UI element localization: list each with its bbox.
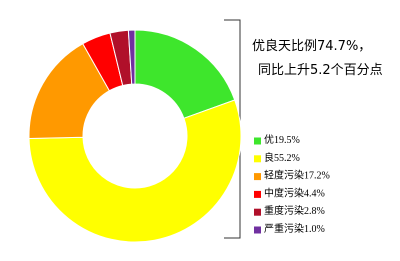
donut-slice	[127, 29, 136, 85]
annotation: 同比上升5.2个百分点	[258, 63, 383, 78]
legend-category: 轻度污染	[264, 169, 304, 182]
legend-category: 重度污染	[264, 204, 304, 217]
legend-swatch	[254, 226, 261, 234]
legend-category: 优	[264, 133, 274, 146]
legend-value: 2.8%	[304, 206, 325, 217]
legend-label: 重度污染2.8%	[264, 204, 325, 217]
legend-label: 轻度污染17.2%	[264, 169, 330, 182]
donut-slice	[134, 29, 236, 119]
legend-value: 1.0%	[304, 224, 325, 235]
legend-label: 中度污染4.4%	[264, 187, 325, 200]
legend-category: 严重污染	[264, 222, 304, 235]
legend-value: 17.2%	[304, 171, 330, 182]
legend-category: 良	[264, 151, 274, 164]
legend-swatch	[254, 155, 261, 163]
legend-value: 55.2%	[274, 153, 300, 164]
donut-slice	[28, 99, 242, 243]
legend-swatch	[254, 137, 261, 145]
legend-label: 良55.2%	[264, 151, 300, 164]
legend-swatch	[254, 190, 261, 198]
legend-value: 19.5%	[274, 135, 300, 146]
annotation: 优良天比例74.7%，	[252, 38, 371, 54]
legend-label: 严重污染1.0%	[264, 222, 325, 235]
legend-swatch	[254, 208, 261, 216]
legend-value: 4.4%	[304, 189, 325, 200]
legend-label: 优19.5%	[264, 133, 300, 146]
legend-swatch	[254, 173, 261, 181]
legend-category: 中度污染	[264, 187, 304, 200]
